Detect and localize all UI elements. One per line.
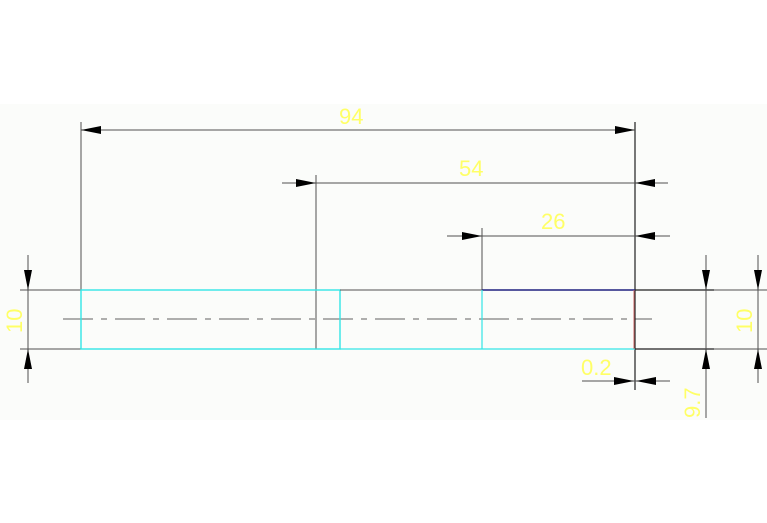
dimension-54: 54 (282, 156, 668, 187)
dimension-left-10: 10 (2, 255, 32, 383)
dimension-text-0-2: 0.2 (581, 355, 612, 380)
dimension-0-2: 0.2 (581, 355, 670, 385)
dimension-94: 94 (81, 104, 635, 134)
drawing-area (0, 104, 767, 420)
dimension-text-94: 94 (339, 104, 363, 129)
dimension-text-right-10: 10 (732, 309, 757, 333)
dimension-9-7: 9.7 (680, 255, 710, 418)
dimension-26: 26 (447, 209, 670, 240)
dimension-right-10: 10 (732, 255, 762, 383)
dimension-text-left-10: 10 (2, 309, 27, 333)
dimension-text-9-7: 9.7 (680, 387, 705, 418)
dimension-text-54: 54 (459, 156, 483, 181)
dimension-text-26: 26 (541, 209, 565, 234)
shaft (80, 289, 635, 350)
